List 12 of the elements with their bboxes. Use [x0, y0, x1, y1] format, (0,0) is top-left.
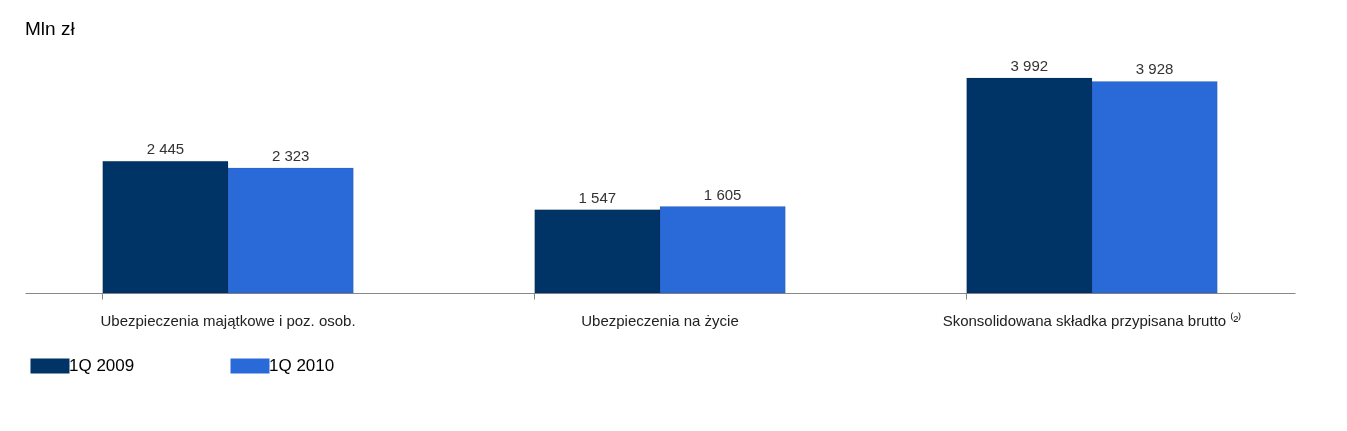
x-tick-label: Ubezpieczenia na życie	[581, 311, 739, 329]
chart-title: Mln zł	[25, 18, 76, 39]
legend-label: 1Q 2010	[269, 356, 335, 375]
data-label: 3 928	[1135, 60, 1174, 78]
data-label: 3 992	[1010, 57, 1049, 74]
x-tick-label: Skonsolidowana składka przypisana brutto ⁽²⁾	[942, 311, 1242, 329]
legend-label: 1Q 2009	[69, 356, 135, 375]
x-tick-label: Ubezpieczenia majątkowe i poz. osob.	[100, 311, 356, 329]
data-label: 2 445	[146, 140, 185, 158]
data-label: 1 605	[703, 185, 742, 203]
data-label: 2 323	[271, 146, 310, 164]
data-label: 1 547	[578, 188, 617, 206]
